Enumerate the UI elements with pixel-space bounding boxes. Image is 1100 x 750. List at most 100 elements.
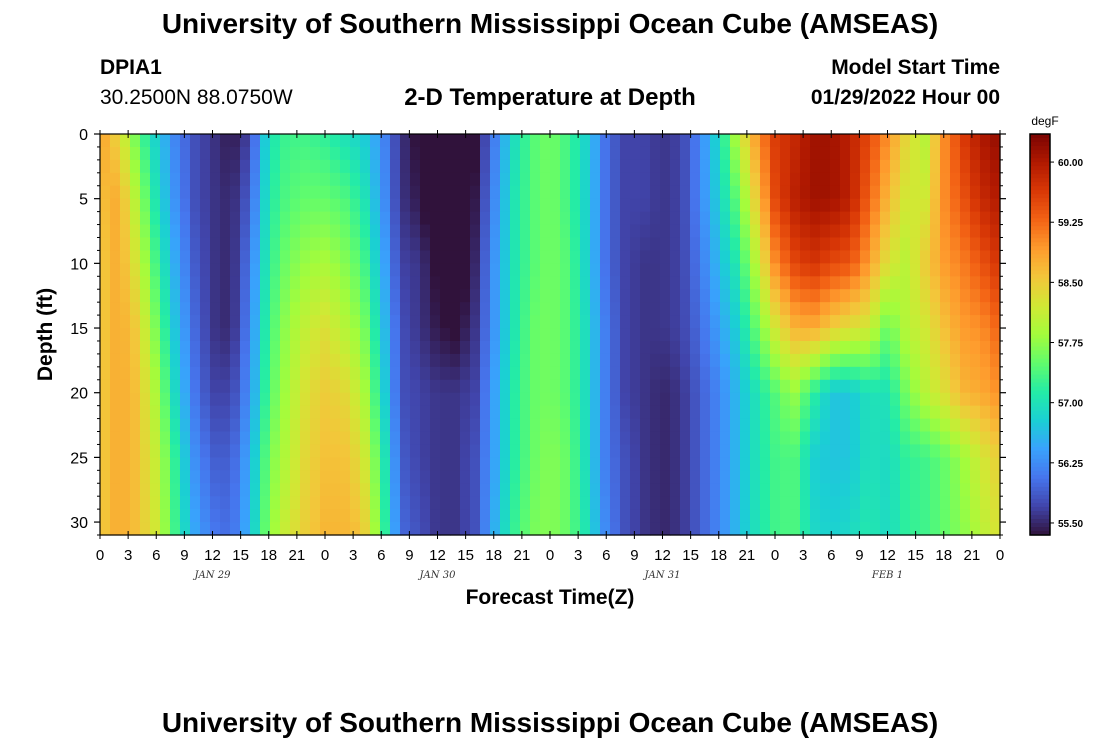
heatmap-cell bbox=[490, 185, 501, 200]
heatmap-cell bbox=[180, 211, 191, 226]
heatmap-cell bbox=[660, 237, 671, 252]
heatmap-cell bbox=[460, 289, 471, 303]
heatmap-cell bbox=[530, 276, 541, 290]
heatmap-cell bbox=[690, 185, 701, 200]
heatmap-cell bbox=[230, 483, 241, 497]
heatmap-cell bbox=[540, 457, 551, 471]
y-tick-label: 15 bbox=[70, 321, 88, 338]
heatmap-cell bbox=[640, 522, 651, 536]
heatmap-cell bbox=[270, 353, 281, 368]
heatmap-cell bbox=[670, 146, 681, 161]
heatmap-cell bbox=[550, 353, 561, 368]
heatmap-cell bbox=[240, 431, 251, 446]
heatmap-cell bbox=[180, 444, 191, 458]
heatmap-cell bbox=[160, 185, 171, 200]
heatmap-cell bbox=[630, 418, 641, 433]
heatmap-cell bbox=[920, 250, 931, 264]
heatmap-cell bbox=[570, 522, 581, 536]
heatmap-cell bbox=[110, 159, 121, 174]
heatmap-cell bbox=[290, 159, 301, 174]
heatmap-cell bbox=[920, 522, 931, 536]
heatmap-cell bbox=[450, 522, 461, 536]
heatmap-cell bbox=[630, 457, 641, 471]
heatmap-cell bbox=[870, 146, 881, 161]
heatmap-cell bbox=[600, 522, 611, 536]
heatmap-cell bbox=[340, 418, 351, 433]
heatmap-cell bbox=[480, 172, 491, 187]
heatmap-cell bbox=[160, 237, 171, 252]
heatmap-cell bbox=[600, 379, 611, 394]
heatmap-cell bbox=[370, 444, 381, 458]
heatmap-cell bbox=[930, 444, 941, 458]
heatmap-cell bbox=[910, 496, 921, 510]
heatmap-cell bbox=[460, 522, 471, 536]
heatmap-cell bbox=[560, 328, 571, 342]
heatmap-cell bbox=[640, 211, 651, 226]
heatmap-cell bbox=[630, 237, 641, 252]
heatmap-cell bbox=[420, 431, 431, 446]
heatmap-cell bbox=[640, 172, 651, 187]
heatmap-cell bbox=[110, 328, 121, 342]
heatmap-cell bbox=[140, 509, 151, 523]
station-id: DPIA1 bbox=[100, 56, 162, 79]
heatmap-cell bbox=[350, 418, 361, 433]
heatmap-cell bbox=[650, 405, 661, 420]
heatmap-cell bbox=[950, 418, 961, 433]
colorbar-segment bbox=[1030, 430, 1050, 436]
heatmap-cell bbox=[980, 250, 991, 264]
heatmap-cell bbox=[750, 431, 761, 446]
heatmap-cell bbox=[740, 366, 751, 381]
heatmap-cell bbox=[880, 224, 891, 239]
heatmap-cell bbox=[580, 470, 591, 484]
heatmap-cell bbox=[480, 470, 491, 484]
colorbar-tick-label: 59.25 bbox=[1058, 218, 1083, 229]
heatmap-cell bbox=[360, 185, 371, 200]
heatmap-cell bbox=[580, 159, 591, 174]
heatmap-cell bbox=[130, 496, 141, 510]
heatmap-cell bbox=[980, 470, 991, 484]
heatmap-cell bbox=[810, 276, 821, 290]
heatmap-cell bbox=[500, 418, 511, 433]
heatmap-cell bbox=[150, 444, 161, 458]
heatmap-cell bbox=[580, 198, 591, 213]
heatmap-cell bbox=[600, 315, 611, 329]
heatmap-cell bbox=[170, 418, 181, 433]
heatmap-cell bbox=[660, 522, 671, 536]
heatmap-cell bbox=[920, 405, 931, 420]
heatmap-cell bbox=[990, 198, 1001, 213]
heatmap-cell bbox=[200, 522, 211, 536]
heatmap-cell bbox=[180, 250, 191, 264]
colorbar-segment bbox=[1030, 206, 1050, 211]
heatmap-cell bbox=[970, 340, 981, 355]
heatmap-cell bbox=[280, 172, 291, 187]
x-tick-label: 15 bbox=[682, 547, 699, 564]
heatmap-cell bbox=[300, 496, 311, 510]
heatmap-cell bbox=[450, 379, 461, 394]
heatmap-cell bbox=[420, 470, 431, 484]
heatmap-cell bbox=[320, 328, 331, 342]
heatmap-cell bbox=[500, 366, 511, 381]
heatmap-cell bbox=[540, 198, 551, 213]
heatmap-cell bbox=[150, 315, 161, 329]
heatmap-cell bbox=[840, 315, 851, 329]
heatmap-cell bbox=[580, 289, 591, 303]
heatmap-cell bbox=[600, 289, 611, 303]
heatmap-cell bbox=[670, 302, 681, 316]
heatmap-cell bbox=[960, 224, 971, 239]
heatmap-cell bbox=[930, 211, 941, 226]
heatmap-cell bbox=[710, 315, 721, 329]
heatmap-cell bbox=[490, 405, 501, 420]
heatmap-cell bbox=[750, 340, 761, 355]
heatmap-cell bbox=[630, 146, 641, 161]
heatmap-cell bbox=[340, 509, 351, 523]
heatmap-cell bbox=[850, 134, 861, 148]
heatmap-cell bbox=[540, 496, 551, 510]
heatmap-cell bbox=[750, 353, 761, 368]
heatmap-cell bbox=[830, 315, 841, 329]
heatmap-cell bbox=[540, 366, 551, 381]
heatmap-cell bbox=[810, 211, 821, 226]
heatmap-cell bbox=[370, 211, 381, 226]
heatmap-cell bbox=[710, 134, 721, 148]
heatmap-cell bbox=[990, 328, 1001, 342]
heatmap-cell bbox=[410, 353, 421, 368]
